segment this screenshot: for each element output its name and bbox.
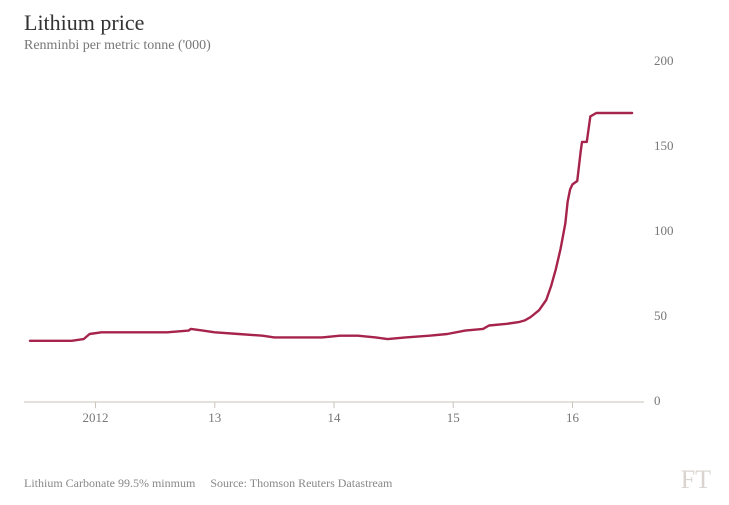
- chart-subtitle: Renminbi per metric tonne ('000): [24, 38, 704, 54]
- brand-logo: FT: [681, 465, 711, 495]
- chart-container: Lithium price Renminbi per metric tonne …: [24, 10, 704, 434]
- source-value: Thomson Reuters Datastream: [250, 476, 393, 490]
- x-tick-label: 16: [566, 410, 579, 426]
- y-tick-label: 0: [654, 393, 661, 409]
- y-tick-label: 100: [654, 223, 674, 239]
- y-tick-label: 150: [654, 138, 674, 154]
- line-chart-svg: [24, 62, 688, 434]
- plot-area: 201213141516050100150200: [24, 62, 688, 434]
- x-tick-label: 2012: [83, 410, 109, 426]
- footnote-text: Lithium Carbonate 99.5% minmum: [24, 476, 195, 490]
- chart-footer: Lithium Carbonate 99.5% minmum Source: T…: [24, 476, 392, 491]
- x-tick-label: 14: [328, 410, 341, 426]
- y-tick-label: 200: [654, 53, 674, 69]
- x-tick-label: 13: [208, 410, 221, 426]
- y-tick-label: 50: [654, 308, 667, 324]
- chart-title: Lithium price: [24, 10, 704, 36]
- source-label: Source:: [210, 476, 247, 490]
- x-tick-label: 15: [447, 410, 460, 426]
